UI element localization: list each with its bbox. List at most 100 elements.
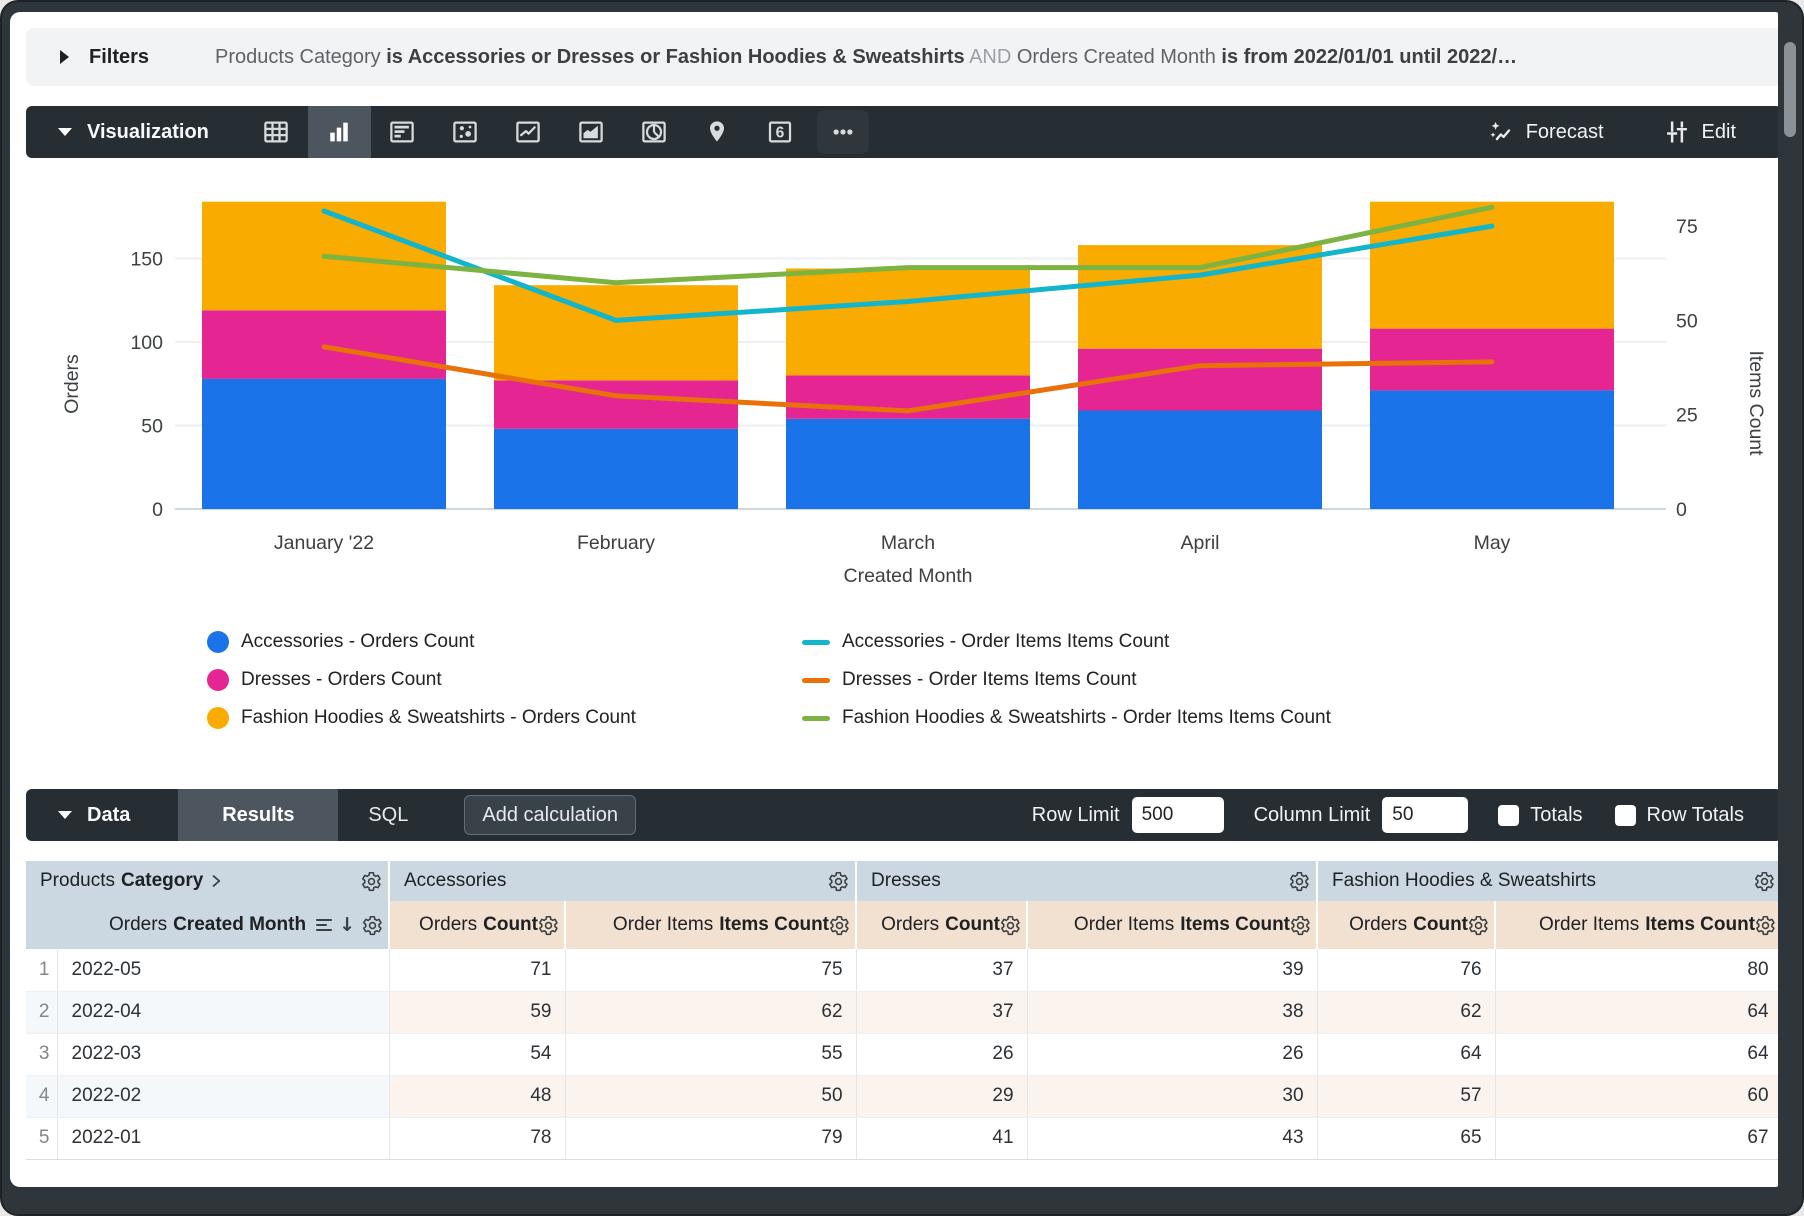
svg-text:100: 100 (130, 332, 163, 354)
filter-summary: Products Category is Accessories or Dres… (215, 46, 1517, 69)
measure-column-header[interactable]: Order Items Items Count (565, 901, 858, 949)
collapse-visualization-icon[interactable] (58, 128, 72, 136)
line-chart-icon[interactable] (497, 106, 560, 158)
gear-icon[interactable] (361, 871, 382, 892)
measure-cell[interactable]: 43 (1027, 1117, 1318, 1160)
measure-cell[interactable]: 78 (389, 1117, 566, 1160)
sort-desc-icon[interactable]: ↓ (339, 914, 355, 936)
gear-icon[interactable] (1000, 915, 1021, 936)
dimension-cell[interactable]: 2022-01 (57, 1117, 390, 1160)
measure-cell[interactable]: 60 (1495, 1075, 1778, 1118)
dimension-cell[interactable]: 2022-04 (57, 991, 390, 1034)
more-options-icon[interactable] (812, 106, 875, 158)
measure-cell[interactable]: 75 (565, 949, 857, 992)
measure-cell[interactable]: 39 (1027, 949, 1318, 992)
measure-cell[interactable]: 30 (1027, 1075, 1318, 1118)
measure-cell[interactable]: 59 (389, 991, 566, 1034)
measure-cell[interactable]: 64 (1495, 1033, 1778, 1076)
pivot-group-header[interactable]: Fashion Hoodies & Sweatshirts (1317, 861, 1778, 901)
measure-cell[interactable]: 50 (565, 1075, 857, 1118)
tab-results[interactable]: Results (178, 789, 339, 841)
gear-icon[interactable] (1289, 871, 1310, 892)
legend-item[interactable]: Fashion Hoodies & Sweatshirts - Order It… (802, 707, 1331, 729)
gear-icon[interactable] (1290, 915, 1311, 936)
legend-item[interactable]: Fashion Hoodies & Sweatshirts - Orders C… (207, 707, 802, 729)
bar-chart-icon[interactable] (371, 106, 434, 158)
measure-cell[interactable]: 41 (856, 1117, 1028, 1160)
measure-cell[interactable]: 55 (565, 1033, 857, 1076)
pivot-group-header[interactable]: Accessories (389, 861, 858, 901)
expand-filters-icon[interactable] (60, 50, 69, 64)
dimension-cell[interactable]: 2022-03 (57, 1033, 390, 1076)
filters-bar[interactable]: Filters Products Category is Accessories… (26, 28, 1778, 86)
measure-cell[interactable]: 67 (1495, 1117, 1778, 1160)
add-calculation-button[interactable]: Add calculation (464, 795, 637, 835)
tab-sql[interactable]: SQL (368, 803, 409, 826)
row-number: 5 (26, 1117, 58, 1160)
measure-cell[interactable]: 80 (1495, 949, 1778, 992)
vertical-scrollbar-thumb[interactable] (1784, 42, 1796, 137)
measure-column-header[interactable]: Orders Count (856, 901, 1029, 949)
pivot-group-header[interactable]: Dresses (856, 861, 1319, 901)
measure-cell[interactable]: 65 (1317, 1117, 1496, 1160)
measure-cell[interactable]: 62 (565, 991, 857, 1034)
measure-column-header[interactable]: Order Items Items Count (1495, 901, 1778, 949)
gear-icon[interactable] (362, 915, 383, 936)
header-label: Orders (881, 914, 940, 935)
measure-cell[interactable]: 62 (1317, 991, 1496, 1034)
row-totals-checkbox[interactable] (1614, 804, 1636, 826)
svg-text:March: March (881, 532, 935, 554)
combo-chart[interactable]: 0 50 100 150 0 25 50 75 Orders Items Count January… (26, 158, 1778, 588)
map-chart-icon[interactable] (686, 106, 749, 158)
pie-chart-icon[interactable] (623, 106, 686, 158)
gear-icon[interactable] (538, 915, 559, 936)
dimension-cell[interactable]: 2022-02 (57, 1075, 390, 1118)
svg-text:February: February (577, 532, 655, 554)
measure-cell[interactable]: 57 (1317, 1075, 1496, 1118)
column-header-products-category[interactable]: Products Category (26, 861, 390, 901)
single-value-icon[interactable]: 6 (749, 106, 812, 158)
forecast-button[interactable]: Forecast (1488, 119, 1604, 145)
gear-icon[interactable] (828, 871, 849, 892)
area-chart-icon[interactable] (560, 106, 623, 158)
measure-cell[interactable]: 29 (856, 1075, 1028, 1118)
collapse-data-icon[interactable] (58, 811, 72, 819)
dimension-cell[interactable]: 2022-05 (57, 949, 390, 992)
chevron-right-icon[interactable] (207, 872, 225, 890)
legend-item[interactable]: Dresses - Order Items Items Count (802, 669, 1331, 691)
column-chart-icon[interactable] (307, 106, 371, 158)
measure-cell[interactable]: 79 (565, 1117, 857, 1160)
scatter-chart-icon[interactable] (434, 106, 497, 158)
subtotals-icon[interactable] (316, 918, 333, 932)
header-label-bold: Count (1413, 914, 1469, 935)
column-header-orders-created-month[interactable]: Orders Created Month ↓ (26, 901, 390, 949)
measure-column-header[interactable]: Order Items Items Count (1027, 901, 1319, 949)
measure-cell[interactable]: 64 (1495, 991, 1778, 1034)
gear-icon[interactable] (829, 915, 850, 936)
gear-icon[interactable] (1468, 915, 1489, 936)
measure-cell[interactable]: 48 (389, 1075, 566, 1118)
edit-button[interactable]: Edit (1664, 119, 1736, 145)
table-chart-icon[interactable] (245, 106, 308, 158)
column-limit-input[interactable] (1382, 797, 1469, 833)
measure-cell[interactable]: 26 (856, 1033, 1028, 1076)
measure-column-header[interactable]: Orders Count (389, 901, 566, 949)
row-limit-input[interactable] (1131, 797, 1224, 833)
measure-cell[interactable]: 54 (389, 1033, 566, 1076)
measure-cell[interactable]: 26 (1027, 1033, 1318, 1076)
measure-cell[interactable]: 37 (856, 991, 1028, 1034)
measure-column-header[interactable]: Orders Count (1317, 901, 1497, 949)
legend-item[interactable]: Accessories - Orders Count (207, 631, 802, 653)
totals-checkbox[interactable] (1498, 804, 1520, 826)
measure-cell[interactable]: 37 (856, 949, 1028, 992)
measure-cell[interactable]: 76 (1317, 949, 1496, 992)
chart-canvas[interactable]: 0 50 100 150 0 25 50 75 Orders Items Count January… (26, 158, 1778, 588)
measure-cell[interactable]: 64 (1317, 1033, 1496, 1076)
legend-item[interactable]: Dresses - Orders Count (207, 669, 802, 691)
measure-cell[interactable]: 71 (389, 949, 566, 992)
legend-item[interactable]: Accessories - Order Items Items Count (802, 631, 1331, 653)
gear-icon[interactable] (1755, 915, 1776, 936)
gear-icon[interactable] (1754, 871, 1775, 892)
chart-type-picker: 6 (245, 106, 875, 158)
measure-cell[interactable]: 38 (1027, 991, 1318, 1034)
